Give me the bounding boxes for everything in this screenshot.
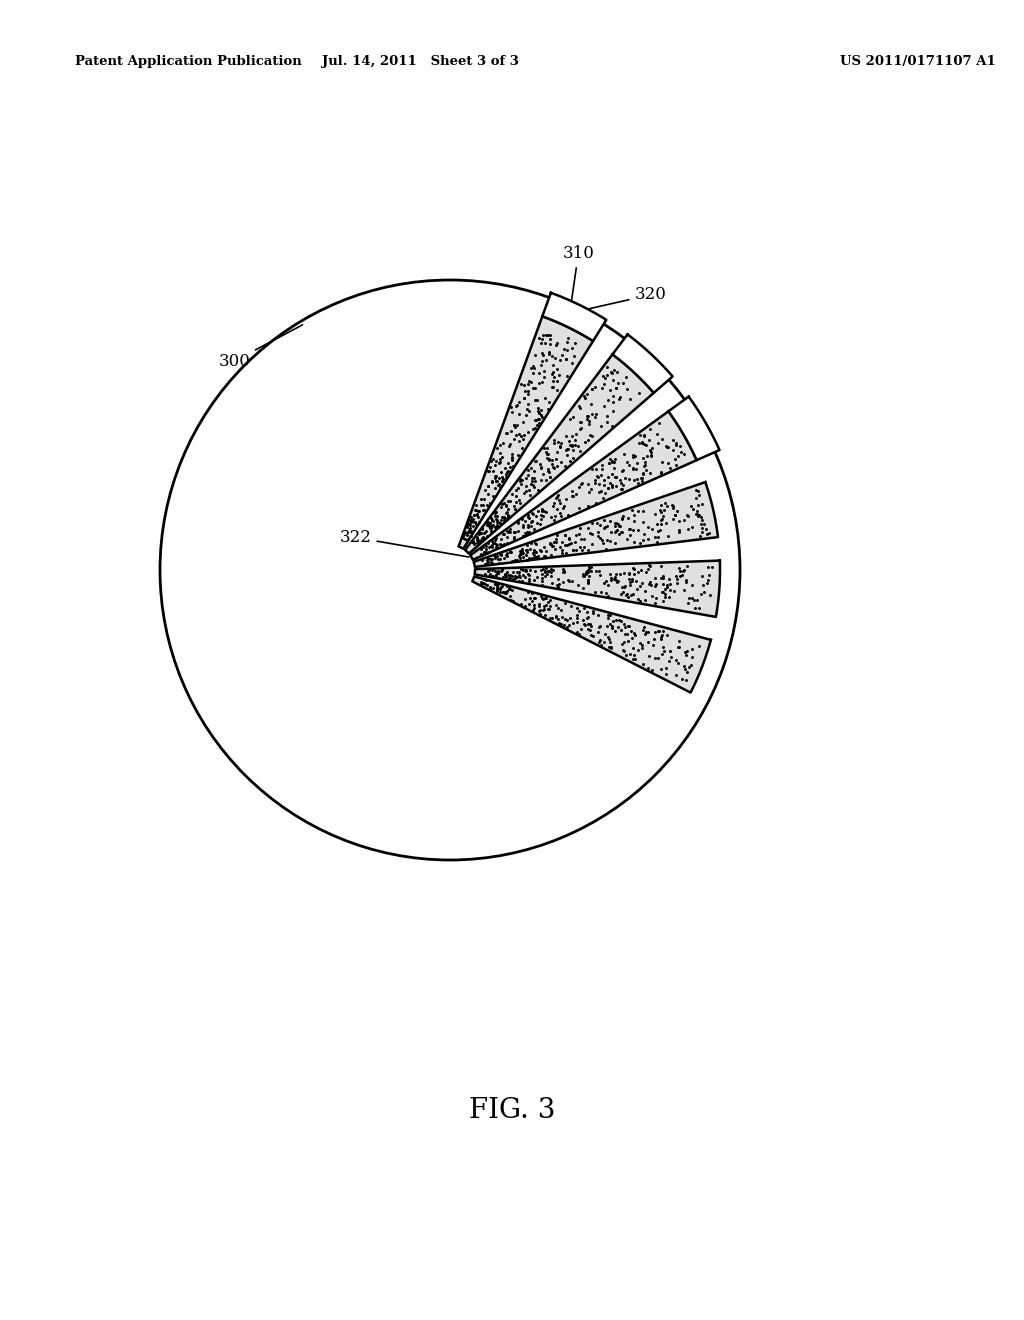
Polygon shape (543, 293, 606, 341)
Text: 300: 300 (218, 325, 302, 370)
Polygon shape (459, 317, 593, 549)
Text: 322: 322 (340, 529, 469, 557)
Polygon shape (474, 482, 718, 568)
Polygon shape (470, 412, 696, 560)
Text: 310: 310 (562, 246, 594, 319)
Text: FIG. 3: FIG. 3 (469, 1097, 555, 1123)
Polygon shape (612, 334, 673, 393)
Polygon shape (474, 561, 720, 616)
Text: US 2011/0171107 A1: US 2011/0171107 A1 (840, 55, 995, 69)
Text: Patent Application Publication: Patent Application Publication (75, 55, 302, 69)
Text: Jul. 14, 2011   Sheet 3 of 3: Jul. 14, 2011 Sheet 3 of 3 (322, 55, 518, 69)
Text: 320: 320 (587, 286, 667, 309)
Polygon shape (472, 577, 711, 693)
Polygon shape (465, 354, 653, 553)
Polygon shape (669, 396, 720, 461)
